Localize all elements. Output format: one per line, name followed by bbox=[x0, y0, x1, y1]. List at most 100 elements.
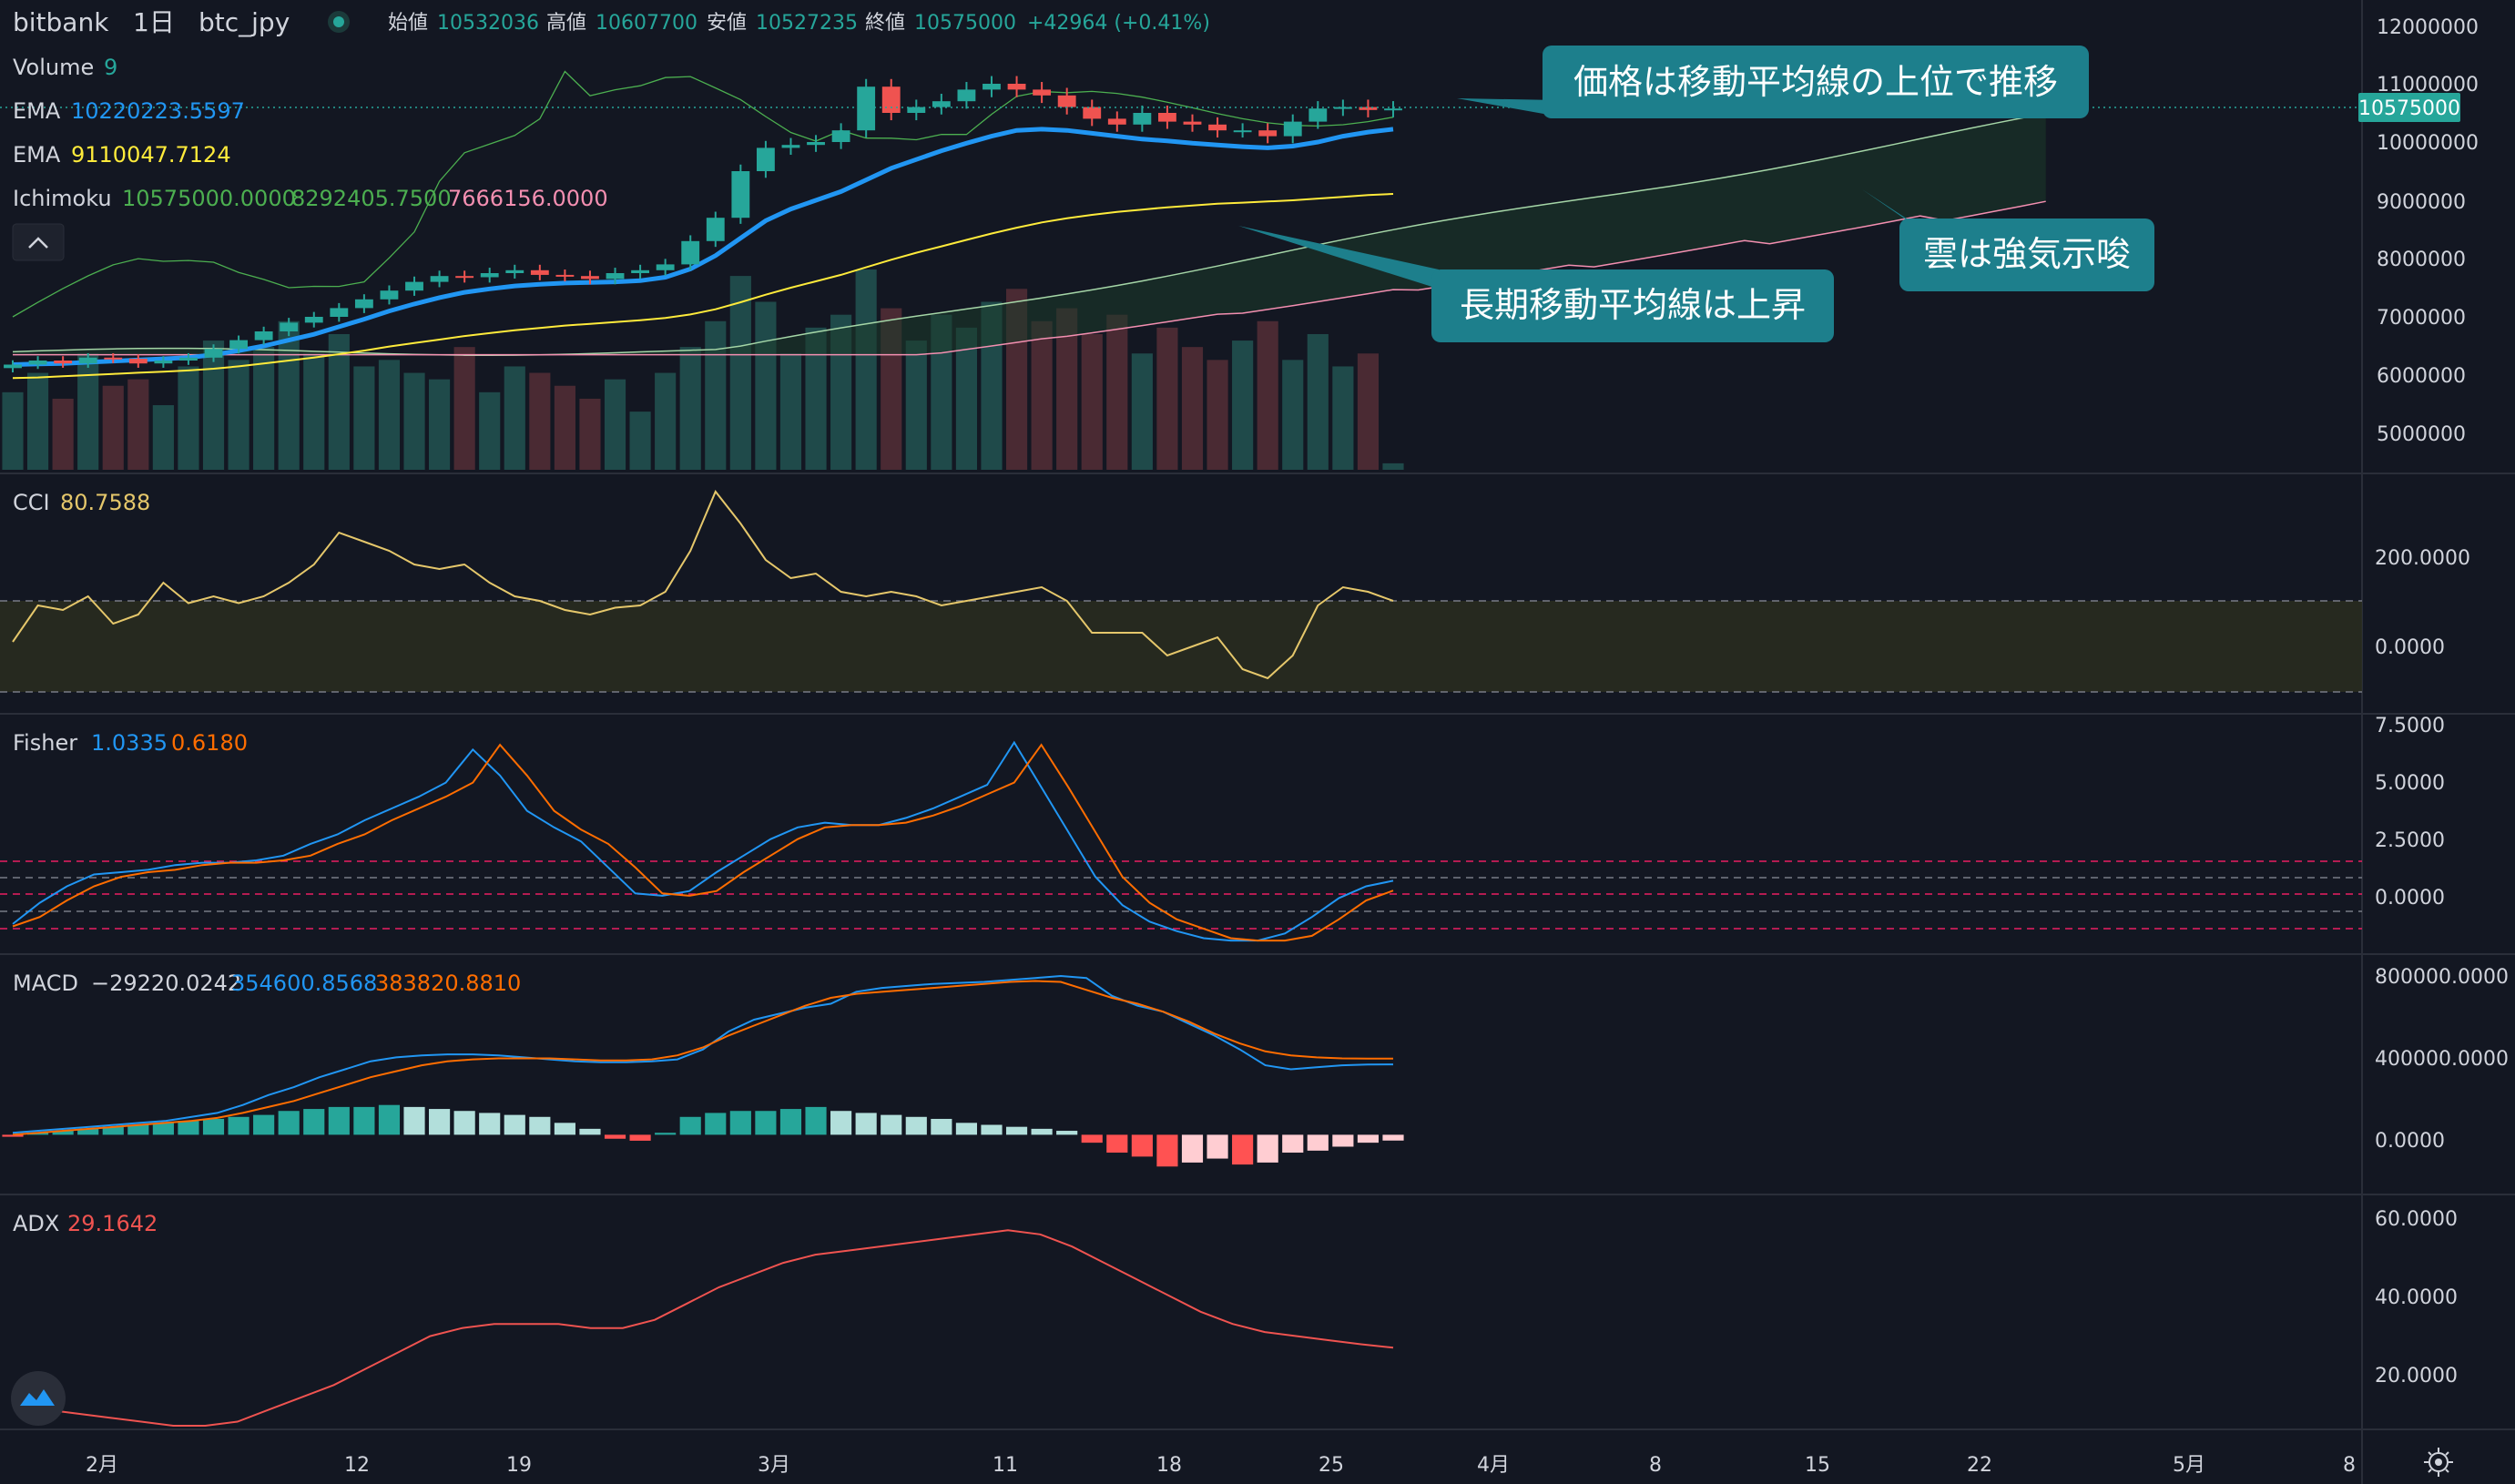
candle-body bbox=[1158, 113, 1176, 122]
ichimoku-value-2: 8292405.7500 bbox=[291, 186, 452, 211]
macd-histogram-bar bbox=[981, 1124, 1003, 1135]
annotation-cloud-bullish: 雲は強気示唆 bbox=[1862, 189, 2154, 291]
fisher-tick: 7.5000 bbox=[2375, 715, 2445, 737]
macd-histogram-bar bbox=[1056, 1131, 1078, 1135]
interval: 1日 bbox=[133, 7, 175, 37]
cci-tick: 200.0000 bbox=[2375, 547, 2470, 570]
volume-bar bbox=[403, 372, 425, 470]
cci-tick: 0.0000 bbox=[2375, 636, 2445, 659]
chevron-up-icon bbox=[28, 237, 48, 249]
change-value: +42964 (+0.41%) bbox=[1027, 12, 1210, 35]
price-tick: 11000000 bbox=[2377, 74, 2479, 97]
candle-body bbox=[706, 218, 725, 241]
macd-histogram-bar bbox=[202, 1118, 225, 1135]
macd-histogram-bar bbox=[905, 1116, 927, 1135]
ichimoku-cloud bbox=[13, 113, 2046, 356]
macd-histogram-bar bbox=[881, 1114, 902, 1135]
current-price-tag bbox=[2358, 93, 2460, 122]
low-value: 10527235 bbox=[756, 12, 858, 35]
ichimoku-value-1: 10575000.0000 bbox=[122, 186, 296, 211]
collapse-legend-button[interactable] bbox=[12, 223, 65, 261]
fisher-value-2: 0.6180 bbox=[171, 730, 248, 756]
macd-histogram-bar bbox=[278, 1111, 300, 1135]
volume-bar bbox=[1382, 462, 1404, 470]
annotation-text: 価格は移動平均線の上位で推移 bbox=[1573, 62, 2058, 102]
time-tick: 4月 bbox=[1477, 1454, 1510, 1477]
macd-histogram-bar bbox=[554, 1123, 575, 1135]
candle-body bbox=[983, 84, 1001, 90]
volume-bar bbox=[453, 347, 475, 470]
candle-body bbox=[555, 274, 575, 277]
ichimoku-lagging-span bbox=[12, 70, 1394, 318]
candle-body bbox=[1258, 130, 1278, 137]
volume-bar bbox=[1257, 320, 1278, 470]
macd-histogram-bar bbox=[779, 1109, 802, 1135]
volume-bar bbox=[77, 353, 99, 470]
high-value: 10607700 bbox=[596, 12, 697, 35]
macd-histogram-bar bbox=[1156, 1134, 1178, 1167]
candle-body bbox=[204, 349, 223, 358]
logo-icon[interactable] bbox=[11, 1371, 66, 1426]
candle-body bbox=[104, 357, 123, 360]
candle-body bbox=[606, 273, 625, 280]
time-tick: 25 bbox=[1319, 1454, 1344, 1477]
candle-body bbox=[1233, 130, 1252, 133]
macd-histogram-bar bbox=[1005, 1126, 1028, 1135]
volume-bar bbox=[504, 366, 525, 470]
candle-body bbox=[154, 361, 173, 364]
macd-histogram-bar bbox=[1257, 1134, 1278, 1163]
candle-body bbox=[656, 264, 675, 270]
volume-bar bbox=[1307, 333, 1329, 470]
macd-value-1: −29220.0242 bbox=[91, 971, 241, 996]
volume-bar bbox=[1282, 360, 1304, 470]
ichimoku-label: Ichimoku bbox=[13, 186, 112, 211]
close-label: 終値 bbox=[865, 12, 905, 35]
ema-fast-line bbox=[12, 127, 1394, 367]
macd-histogram-bar bbox=[253, 1114, 275, 1135]
macd-histogram-bar bbox=[429, 1109, 451, 1135]
volume-bar bbox=[1081, 333, 1103, 470]
price-tick: 6000000 bbox=[2377, 365, 2466, 388]
adx-label: ADX bbox=[13, 1211, 59, 1236]
annotation-long-ma-rising: 長期移動平均線は上昇 bbox=[1238, 226, 1834, 342]
candle-body bbox=[54, 361, 73, 364]
macd-histogram-bar bbox=[629, 1134, 651, 1141]
adx-pane: ADX 29.1642 60.0000 40.0000 20.0000 bbox=[12, 1208, 2458, 1427]
candle-body bbox=[1333, 107, 1352, 109]
time-tick: 22 bbox=[1967, 1454, 1992, 1477]
fisher-tick: 0.0000 bbox=[2375, 887, 2445, 910]
macd-histogram-bar bbox=[955, 1123, 977, 1135]
volume-bar bbox=[729, 276, 751, 470]
time-tick: 8 bbox=[1649, 1454, 1662, 1477]
candle-body bbox=[1133, 113, 1152, 125]
volume-bar bbox=[679, 347, 701, 470]
volume-label: Volume bbox=[13, 55, 94, 80]
macd-histogram-bar bbox=[655, 1133, 677, 1135]
open-label: 始値 bbox=[388, 12, 428, 35]
adx-value: 29.1642 bbox=[67, 1211, 158, 1236]
macd-tick: 400000.0000 bbox=[2375, 1048, 2509, 1071]
annotation-text: 長期移動平均線は上昇 bbox=[1460, 285, 1806, 325]
adx-line bbox=[12, 1229, 1394, 1427]
candle-body bbox=[1283, 121, 1302, 137]
candle-body bbox=[1007, 84, 1026, 90]
volume-bar bbox=[479, 391, 501, 470]
ema2-value: 9110047.7124 bbox=[71, 142, 231, 168]
candle-body bbox=[530, 269, 549, 275]
settings-gear-icon[interactable] bbox=[2424, 1448, 2453, 1477]
macd-histogram-bar bbox=[1382, 1134, 1404, 1141]
symbol: btc_jpy bbox=[199, 7, 290, 37]
fisher-tick: 2.5000 bbox=[2375, 829, 2445, 852]
ema2-label: EMA bbox=[13, 142, 61, 168]
low-label: 安値 bbox=[707, 12, 747, 35]
price-tick: 5000000 bbox=[2377, 423, 2466, 446]
volume-bar bbox=[855, 269, 877, 470]
macd-histogram-bar bbox=[1106, 1134, 1128, 1154]
volume-bar bbox=[303, 353, 325, 470]
macd-histogram-bar bbox=[1131, 1134, 1153, 1157]
indicator-legend: Volume 9 EMA 10220223.5597 EMA 9110047.7… bbox=[13, 55, 608, 211]
volume-bar bbox=[779, 353, 802, 470]
volume-bar bbox=[905, 341, 927, 470]
